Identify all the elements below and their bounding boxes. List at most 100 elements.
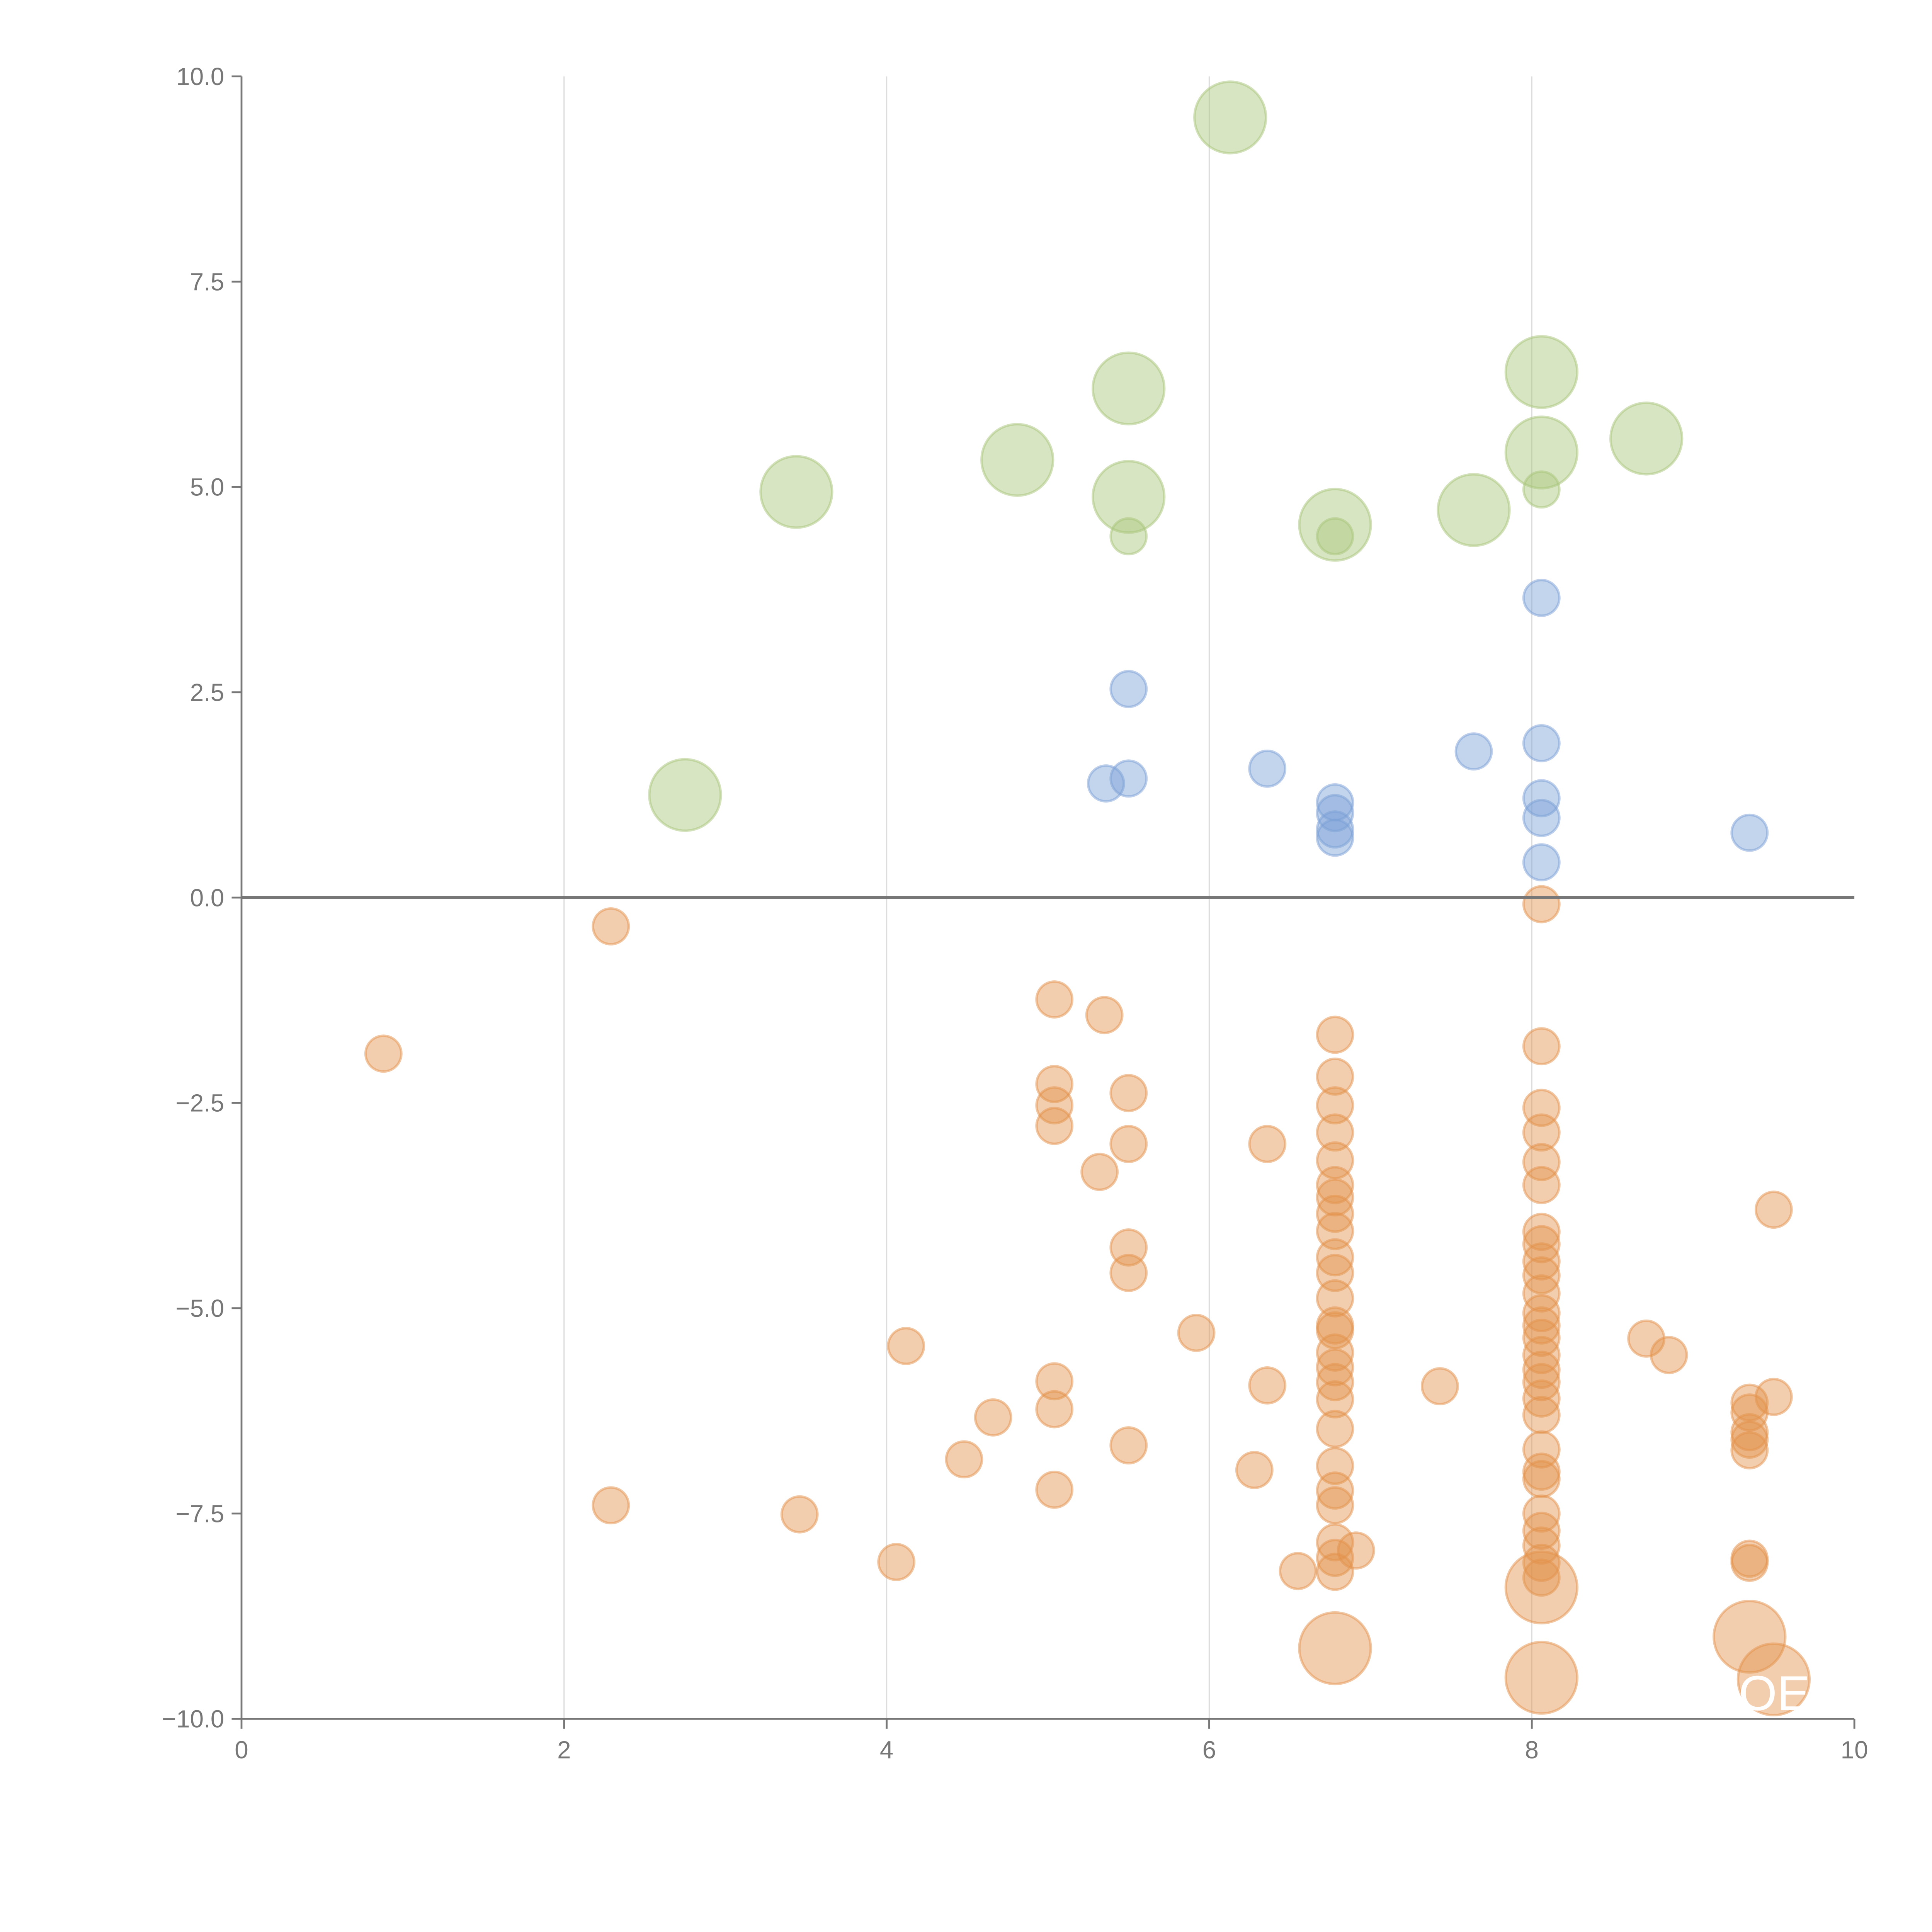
point-orange: [1522, 1363, 1561, 1401]
point-orange: [1316, 1523, 1354, 1561]
y-tick-label: 7.5: [190, 268, 224, 296]
point-orange: [364, 1034, 403, 1073]
point-orange: [1248, 1366, 1287, 1405]
point-orange: [1109, 1426, 1148, 1465]
point-orange: [1736, 1642, 1811, 1716]
point-orange: [1035, 980, 1074, 1019]
point-orange: [1109, 1125, 1148, 1163]
y-tick-label: 5.0: [190, 473, 224, 501]
y-tick-label: 10.0: [176, 63, 224, 90]
point-orange: [1085, 996, 1124, 1034]
point-orange: [1754, 1190, 1793, 1229]
point-orange: [780, 1495, 819, 1534]
point-orange: [1316, 1166, 1354, 1204]
y-tick-label: 2.5: [190, 679, 224, 706]
point-orange: [592, 1486, 630, 1525]
point-orange: [1235, 1451, 1274, 1489]
point-orange: [592, 907, 630, 946]
annotation-text: OE: [1739, 1666, 1810, 1721]
point-blue: [1248, 749, 1287, 788]
point-orange: [1522, 1379, 1561, 1418]
point-orange: [1522, 1242, 1561, 1281]
x-tick-label: 10: [1841, 1736, 1868, 1764]
point-orange: [1316, 1113, 1354, 1152]
point-green: [980, 423, 1054, 497]
point-orange: [1035, 1470, 1074, 1509]
point-orange: [1522, 1274, 1561, 1313]
point-orange: [1316, 1471, 1354, 1510]
point-green: [648, 758, 722, 832]
point-blue: [1109, 670, 1148, 708]
point-orange: [1522, 1512, 1561, 1550]
point-orange: [887, 1327, 925, 1365]
point-green: [1316, 517, 1354, 556]
point-green: [1504, 415, 1578, 490]
point-orange: [1109, 1253, 1148, 1292]
x-tick-label: 4: [880, 1736, 893, 1764]
point-orange: [1730, 1544, 1769, 1582]
point-orange: [1316, 1410, 1354, 1448]
point-orange: [1080, 1153, 1119, 1191]
point-orange: [1522, 1213, 1561, 1251]
point-green: [1609, 401, 1684, 476]
point-orange: [1316, 1279, 1354, 1318]
point-orange: [1316, 1238, 1354, 1277]
point-orange: [1316, 1333, 1354, 1372]
point-orange: [1650, 1336, 1688, 1374]
point-orange: [1754, 1378, 1793, 1416]
point-orange: [1713, 1600, 1787, 1674]
point-green: [759, 455, 833, 529]
point-orange: [1316, 1348, 1354, 1387]
point-orange: [1035, 1107, 1074, 1145]
point-green: [1437, 473, 1511, 547]
point-orange: [1522, 1143, 1561, 1181]
point-orange: [1522, 1430, 1561, 1469]
point-blue: [1522, 779, 1561, 818]
point-blue: [1316, 810, 1354, 849]
point-green: [1504, 335, 1578, 409]
point-orange: [877, 1543, 916, 1581]
point-orange: [1298, 1611, 1372, 1685]
point-blue: [1522, 724, 1561, 762]
point-orange: [1035, 1086, 1074, 1125]
point-green: [1522, 470, 1561, 509]
point-orange: [1035, 1390, 1074, 1429]
point-orange: [1316, 1380, 1354, 1419]
y-tick-label: −10.0: [162, 1705, 224, 1733]
point-orange: [1420, 1367, 1459, 1406]
point-orange: [1035, 1065, 1074, 1103]
point-orange: [1522, 1166, 1561, 1204]
point-blue: [1522, 799, 1561, 837]
point-orange: [1177, 1314, 1216, 1352]
point-orange: [1504, 1641, 1578, 1715]
point-orange: [1522, 1113, 1561, 1152]
point-orange: [1522, 1027, 1561, 1066]
data-points: [364, 80, 1811, 1716]
point-orange: [1316, 1486, 1354, 1525]
point-blue: [1730, 813, 1769, 852]
x-tick-label: 6: [1202, 1736, 1216, 1764]
point-blue: [1087, 764, 1125, 803]
point-green: [1092, 460, 1166, 534]
point-orange: [1279, 1552, 1317, 1590]
point-green: [1092, 351, 1166, 425]
y-tick-label: 0.0: [190, 884, 224, 912]
y-tick-label: −5.0: [175, 1294, 224, 1322]
point-orange: [1316, 1086, 1354, 1125]
x-tick-label: 8: [1525, 1736, 1539, 1764]
point-orange: [974, 1398, 1012, 1437]
y-tick-label: −7.5: [175, 1500, 224, 1527]
point-orange: [1316, 1015, 1354, 1054]
point-orange: [1730, 1420, 1769, 1459]
point-orange: [1522, 1306, 1561, 1345]
point-green: [1193, 80, 1267, 155]
point-orange: [945, 1440, 983, 1479]
point-orange: [1316, 1212, 1354, 1250]
point-orange: [1522, 1336, 1561, 1374]
point-orange: [1248, 1125, 1287, 1163]
point-blue: [1522, 578, 1561, 617]
point-blue: [1109, 759, 1148, 798]
point-orange: [1504, 1550, 1578, 1624]
point-orange: [1316, 1178, 1354, 1217]
